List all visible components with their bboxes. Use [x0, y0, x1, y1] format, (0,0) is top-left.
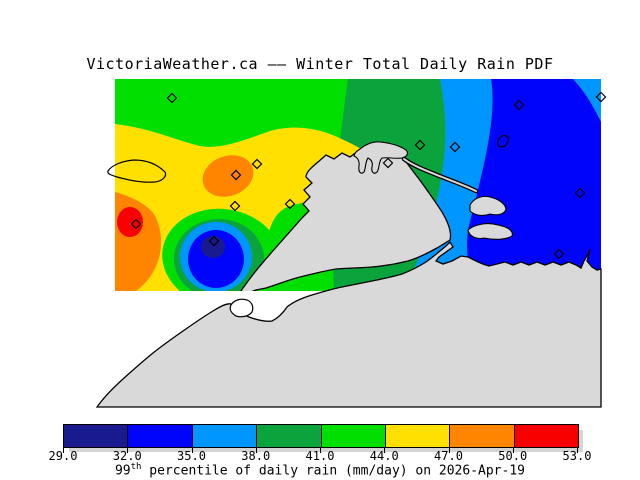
colorbar-tick-label: 32.0	[112, 449, 142, 463]
colorbar-tick-label: 44.0	[369, 449, 399, 463]
colorbar-segment	[256, 425, 321, 447]
island-offshore	[229, 298, 254, 318]
station-diamond-marker	[166, 92, 178, 104]
colorbar-segment	[64, 425, 128, 447]
colorbar-tick	[577, 447, 578, 453]
colorbar-tick	[191, 447, 193, 453]
station-diamond-marker	[284, 198, 296, 210]
colorbar-tick	[384, 447, 386, 453]
station-diamond-marker	[382, 157, 394, 169]
colorbar-tick	[127, 447, 129, 453]
caption-superscript: th	[130, 462, 142, 472]
station-diamond-marker	[449, 141, 461, 153]
station-diamond-marker	[414, 139, 426, 151]
colorbar-caption: 99th percentile of daily rain (mm/day) o…	[0, 462, 640, 478]
colorbar-segment	[320, 425, 385, 447]
station-diamond-marker	[208, 235, 220, 247]
contour-corner-35-38	[573, 79, 601, 122]
island-north	[469, 195, 507, 216]
station-diamond-marker	[574, 187, 586, 199]
colorbar-tick-label: 53.0	[562, 449, 592, 463]
shoreline-strip	[403, 158, 477, 192]
caption-value: 99	[114, 463, 131, 479]
colorbar-tick	[512, 447, 514, 453]
colorbar-tick-label: 29.0	[48, 449, 78, 463]
islet-outline	[497, 135, 509, 148]
colorbar-tick-label: 35.0	[177, 449, 206, 463]
station-diamond-marker	[229, 200, 241, 212]
colorbar-segment	[191, 425, 257, 447]
harbour-inlet	[353, 141, 408, 174]
station-diamond-marker	[595, 91, 607, 103]
station-markers	[130, 91, 607, 260]
colorbar-tick	[63, 447, 64, 453]
contour-high-47-50-mid	[202, 155, 254, 197]
colorbar-segment	[513, 425, 578, 447]
station-diamond-marker	[513, 99, 525, 111]
station-diamond-marker	[130, 218, 142, 230]
colorbar	[63, 424, 579, 448]
station-diamond-marker	[553, 248, 565, 260]
landmass-south-shore	[95, 240, 602, 408]
colorbar-tick	[320, 447, 321, 453]
contour-low-core-29-32	[201, 236, 225, 258]
colorbar-tick	[255, 447, 257, 453]
colorbar-tick-label: 50.0	[498, 449, 528, 463]
caption-text: percentile of daily rain (mm/day) on 202…	[141, 463, 525, 479]
colorbar-segment	[127, 425, 192, 447]
colorbar-tick-label: 47.0	[434, 449, 463, 463]
landmass-victoria	[240, 148, 452, 291]
colorbar-tick-label: 41.0	[305, 449, 335, 463]
colorbar-segment	[449, 425, 514, 447]
island-south	[467, 223, 513, 240]
page-title: VictoriaWeather.ca —— Winter Total Daily…	[86, 55, 554, 73]
colorbar-tick	[448, 447, 450, 453]
station-diamond-marker	[230, 169, 242, 181]
coastline-outline-west	[107, 159, 167, 183]
colorbar-segment	[384, 425, 450, 447]
station-diamond-marker	[251, 158, 263, 170]
contour-high-core-50-53	[117, 207, 143, 237]
colorbar-tick-label: 38.0	[241, 449, 271, 463]
